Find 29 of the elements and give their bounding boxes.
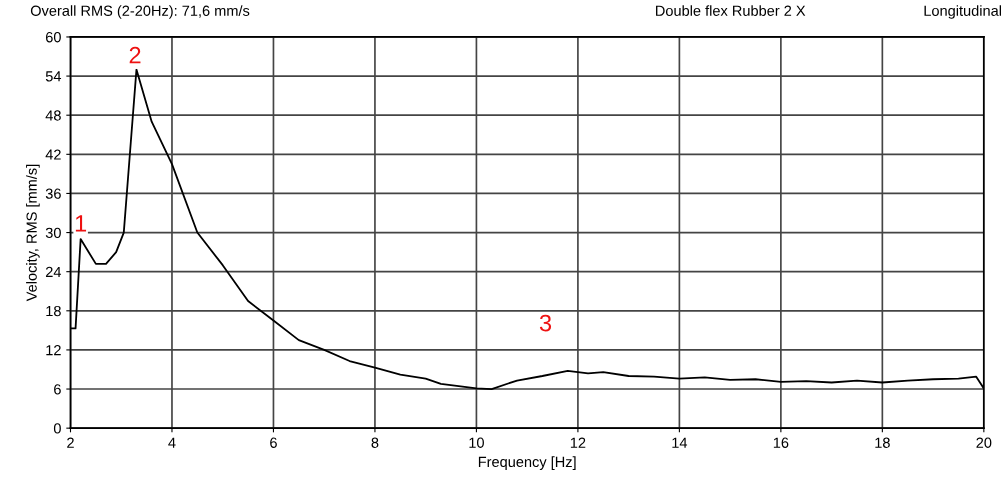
x-tick-label: 14 <box>672 437 688 448</box>
x-tick-label: 2 <box>67 437 74 448</box>
y-tick-label: 60 <box>45 32 61 43</box>
y-tick-label: 30 <box>45 227 61 238</box>
y-tick-label: 6 <box>54 384 61 395</box>
chart-title: Overall RMS (2-20Hz): 71,6 mm/s <box>30 5 250 19</box>
y-tick-label: 36 <box>45 188 61 199</box>
y-axis-title: Velocity, RMS [mm/s] <box>26 164 40 302</box>
x-tick-label: 8 <box>371 437 379 448</box>
x-tick-label: 10 <box>469 437 484 448</box>
x-tick-label: 20 <box>976 437 992 448</box>
x-tick-label: 18 <box>875 437 890 448</box>
x-tick-label: 16 <box>773 437 789 448</box>
y-tick-label: 12 <box>46 345 61 356</box>
y-tick-label: 48 <box>45 110 61 121</box>
y-tick-label: 24 <box>45 266 62 277</box>
annotation: 3 <box>539 314 552 332</box>
x-tick-label: 6 <box>270 437 277 448</box>
x-tick-label: 12 <box>570 437 586 448</box>
text: Longitudinal <box>924 5 1001 19</box>
annotation: 1 <box>75 215 87 232</box>
y-tick-label: 18 <box>46 305 61 317</box>
x-tick-label: 4 <box>168 437 176 448</box>
y-tick-label: 0 <box>53 423 61 434</box>
text: Double flex Rubber 2 X <box>656 5 806 16</box>
x-axis-title: Frequency [Hz] <box>478 456 576 470</box>
y-tick-label: 42 <box>45 149 61 160</box>
y-tick-label: 54 <box>45 71 62 82</box>
annotation: 2 <box>129 46 141 64</box>
